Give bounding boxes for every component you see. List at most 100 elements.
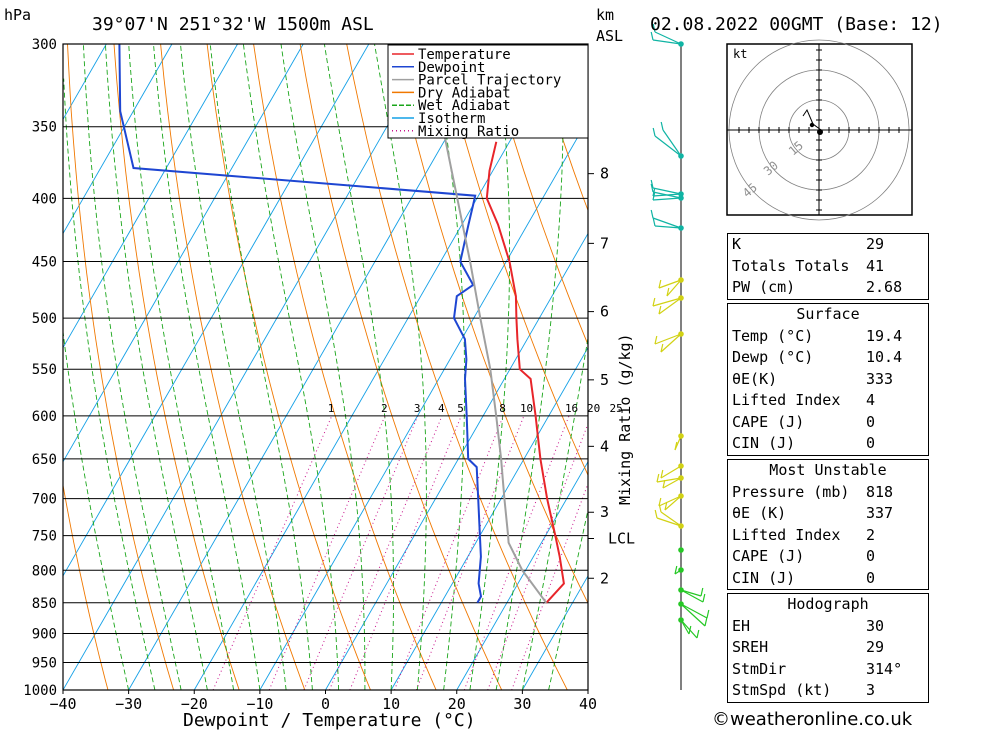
wind-barb (680, 619, 690, 635)
isotherm-line (63, 44, 173, 235)
mixing-ratio-label: 10 (520, 402, 533, 415)
wind-barb (652, 187, 682, 195)
pressure-tick-label: 850 (32, 596, 57, 612)
mixing-ratio-label: 3 (414, 402, 421, 415)
stat-row: Dewp (°C) 10.4 (728, 347, 928, 369)
height-tick-label: 3 (600, 503, 609, 521)
temperature-tick-label: 10 (382, 695, 400, 713)
mixing-ratio-line (212, 415, 333, 690)
isotherm-line (193, 44, 567, 690)
stat-row: Temp (°C) 19.4 (728, 326, 928, 348)
dry-adiabat-line (206, 44, 371, 690)
legend-label: Mixing Ratio (418, 124, 519, 140)
stat-label: StmDir (732, 659, 787, 678)
height-tick-label: 5 (600, 371, 609, 389)
isotherm-line (63, 44, 435, 690)
stat-row: Lifted Index 4 (728, 390, 928, 412)
stat-value: 10.4 (866, 348, 903, 366)
stat-row: CIN (J) 0 (728, 568, 928, 590)
wind-barb (652, 217, 682, 229)
isotherm-line (63, 44, 370, 577)
wet-adiabat-line (280, 44, 366, 690)
height-tick-label: 6 (600, 303, 609, 321)
stat-label: EH (732, 616, 751, 635)
wind-barb-feather (674, 565, 678, 575)
wind-barb-feather (654, 509, 658, 519)
wind-barb-feather (650, 179, 654, 189)
height-tick-label: 8 (600, 165, 609, 183)
wind-barb-feather (654, 335, 658, 345)
wind-barb (658, 495, 682, 507)
wind-barb (654, 333, 682, 345)
wind-barb (652, 39, 682, 45)
temperature-tick-label: −20 (181, 695, 208, 713)
legend-label: Temperature (418, 47, 511, 63)
wind-barb-feather (700, 587, 704, 597)
wind-barb (658, 297, 682, 315)
legend-label: Parcel Trajectory (418, 73, 561, 89)
pressure-tick-label: 600 (32, 409, 57, 425)
temperature-tick-label: 30 (513, 695, 531, 713)
stat-value: 0 (866, 434, 876, 452)
km-label: km (596, 6, 614, 24)
stat-label: Dewp (°C) (732, 348, 814, 366)
wet-adiabat-line (82, 44, 182, 690)
stat-value: 0 (866, 547, 876, 565)
wind-barb (666, 279, 682, 297)
wind-barb-feather (652, 297, 656, 307)
stat-label: StmSpd (kt) (732, 681, 832, 699)
stat-value: 314° (866, 659, 903, 678)
indices-panel: K 29 Totals Totals 41 PW (cm) 2.68 (727, 233, 929, 300)
surface-panel: Surface Temp (°C) 19.4 Dewp (°C) 10.4 θE(K) 3… (727, 303, 929, 456)
stat-value: 333 (866, 369, 894, 388)
hodograph-origin-point (817, 129, 823, 135)
series-temperature (485, 141, 565, 604)
isotherm-line (521, 574, 588, 690)
wind-barb-feather (674, 441, 678, 451)
most-unstable-title: Most Unstable (769, 461, 887, 479)
stat-value: 818 (866, 482, 894, 501)
stat-value: 30 (866, 616, 885, 635)
wind-barb-feather (650, 31, 654, 41)
stat-value: 19.4 (866, 326, 903, 345)
stat-label: Lifted Index (732, 525, 841, 544)
plot-frame (62, 43, 589, 691)
wind-barb (654, 31, 682, 45)
pressure-tick-label: 750 (32, 529, 57, 545)
wind-barb-feather (660, 469, 664, 479)
stat-label: CAPE (J) (732, 412, 805, 431)
legend-label: Dewpoint (418, 60, 485, 76)
wind-barb-feather (652, 127, 656, 137)
hodograph-stats-panel: Hodograph EH 30 SREH 29 StmDir 314° StmSpd (kt… (727, 593, 929, 703)
isobars (63, 43, 588, 691)
stat-row: θE (K) 337 (728, 503, 928, 525)
hodograph-storm-point (809, 122, 815, 128)
mixing-ratio-line (394, 415, 504, 690)
stat-label: PW (cm) (732, 278, 796, 296)
wind-barb-feather (660, 343, 664, 353)
wind-barb (652, 191, 682, 199)
stat-value: 29 (866, 638, 885, 656)
lcl-label: LCL (608, 529, 635, 547)
credit-text[interactable]: ©weatheronline.co.uk (712, 709, 913, 730)
stat-label: CIN (J) (732, 568, 796, 587)
wind-barb-feather (652, 217, 656, 227)
pressure-tick-label: 1000 (23, 683, 57, 699)
stat-label: CIN (J) (732, 434, 796, 452)
pressure-tick-label: 800 (32, 563, 57, 579)
wind-barb-feather (658, 305, 662, 315)
legend-label: Isotherm (418, 111, 485, 127)
wind-barb (654, 225, 682, 229)
most-unstable-panel: Most Unstable Pressure (mb) 818 θE (K) 337 L… (727, 459, 929, 590)
wind-barb (660, 333, 682, 353)
wet-adiabat-line (128, 44, 235, 690)
wind-barb-feather (666, 287, 670, 297)
x-axis-title: Dewpoint / Temperature (°C) (183, 710, 476, 731)
wind-barb (680, 589, 704, 603)
dry-adiabat-line (952, 44, 1000, 690)
stat-row: Pressure (mb) 818 (728, 482, 928, 504)
wet-adiabat-line (63, 328, 130, 690)
